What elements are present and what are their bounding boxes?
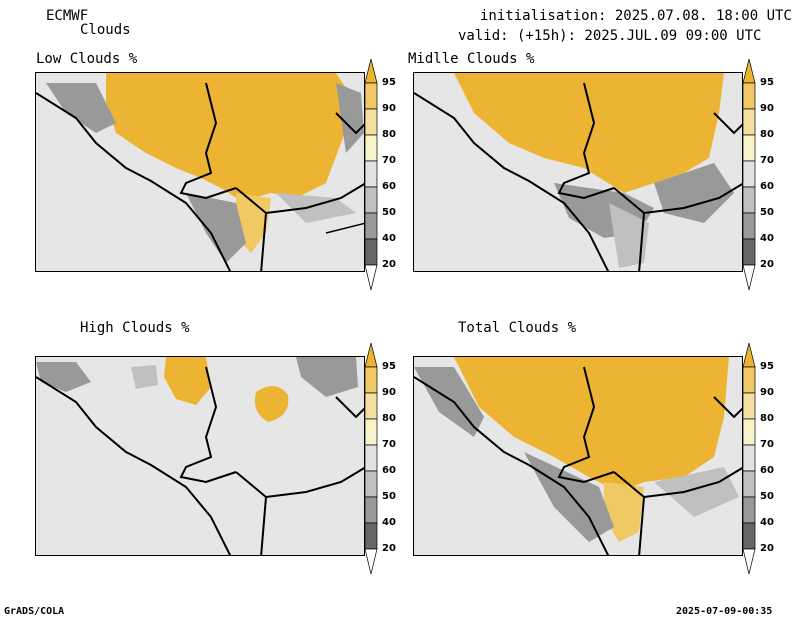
colorbar-level-label: 20 (382, 543, 396, 554)
colorbar-segment (742, 366, 756, 394)
map-high-clouds (35, 356, 365, 556)
colorbar-top-arrow (364, 58, 378, 84)
colorbar-segment (742, 160, 756, 188)
colorbar-segment (364, 470, 378, 498)
colorbar-level-label: 95 (382, 77, 396, 88)
colorbar-segment (364, 134, 378, 162)
colorbar-level-label: 95 (760, 77, 774, 88)
init-time: initialisation: 2025.07.08. 18:00 UTC (480, 8, 792, 24)
colorbar-level-label: 20 (760, 543, 774, 554)
colorbar-low: 95 90 80 70 60 50 40 20 (364, 58, 404, 290)
colorbar-level-label: 20 (382, 259, 396, 270)
colorbar-level-label: 80 (760, 129, 774, 140)
variable-name: Clouds (80, 22, 131, 38)
colorbar-top-arrow (364, 342, 378, 368)
colorbar-segment (364, 186, 378, 214)
colorbar-level-label: 40 (382, 233, 396, 244)
colorbar-level-label: 50 (382, 491, 396, 502)
colorbar-segment (364, 366, 378, 394)
colorbar-level-label: 60 (382, 181, 396, 192)
colorbar-graphic (742, 342, 756, 574)
colorbar-high: 95 90 80 70 60 50 40 20 (364, 342, 404, 574)
colorbar-level-label: 95 (760, 361, 774, 372)
colorbar-segment (364, 108, 378, 136)
colorbar-segment (364, 496, 378, 524)
colorbar-level-label: 40 (760, 517, 774, 528)
colorbar-middle: 95 90 80 70 60 50 40 20 (742, 58, 782, 290)
colorbar-segment (742, 212, 756, 240)
colorbar-segment (364, 418, 378, 446)
colorbar-graphic (742, 58, 756, 290)
colorbar-bottom-arrow (364, 548, 378, 574)
colorbar-top-arrow (742, 342, 756, 368)
colorbar-top-arrow (742, 58, 756, 84)
colorbar-level-label: 90 (382, 103, 396, 114)
colorbar-graphic (364, 58, 378, 290)
colorbar-segment (742, 470, 756, 498)
colorbar-segment (742, 186, 756, 214)
colorbar-total: 95 90 80 70 60 50 40 20 (742, 342, 782, 574)
colorbar-segment (742, 444, 756, 472)
map-total-clouds (413, 356, 743, 556)
colorbar-segment (364, 522, 378, 550)
valid-time: valid: (+15h): 2025.JUL.09 09:00 UTC (458, 28, 762, 44)
panel-title-low: Low Clouds % (36, 51, 138, 67)
colorbar-level-label: 70 (382, 155, 396, 166)
colorbar-segment (364, 238, 378, 266)
colorbar-level-label: 60 (760, 465, 774, 476)
colorbar-segment (742, 108, 756, 136)
panel-title-total: Total Clouds % (458, 320, 577, 336)
colorbar-level-label: 50 (760, 491, 774, 502)
colorbar-segment (364, 444, 378, 472)
colorbar-segment (364, 82, 378, 110)
map-middle-clouds (413, 72, 743, 272)
colorbar-segment (742, 238, 756, 266)
colorbar-segment (364, 212, 378, 240)
colorbar-level-label: 60 (382, 465, 396, 476)
panel-title-middle: Midlle Clouds % (408, 51, 535, 67)
colorbar-bottom-arrow (364, 264, 378, 290)
footer-timestamp: 2025-07-09-00:35 (676, 606, 773, 617)
colorbar-segment (742, 392, 756, 420)
colorbar-level-label: 50 (760, 207, 774, 218)
colorbar-segment (742, 418, 756, 446)
colorbar-bottom-arrow (742, 264, 756, 290)
colorbar-level-label: 70 (760, 155, 774, 166)
colorbar-graphic (364, 342, 378, 574)
model-name: ECMWF (46, 8, 89, 24)
colorbar-level-label: 40 (760, 233, 774, 244)
panel-title-high: High Clouds % (80, 320, 190, 336)
colorbar-level-label: 90 (382, 387, 396, 398)
colorbar-level-label: 60 (760, 181, 774, 192)
colorbar-level-label: 95 (382, 361, 396, 372)
colorbar-level-label: 70 (760, 439, 774, 450)
colorbar-level-label: 70 (382, 439, 396, 450)
colorbar-segment (742, 134, 756, 162)
colorbar-segment (742, 522, 756, 550)
colorbar-level-label: 80 (760, 413, 774, 424)
colorbar-segment (364, 392, 378, 420)
footer-software: GrADS/COLA (4, 606, 65, 617)
colorbar-segment (742, 82, 756, 110)
colorbar-level-label: 20 (760, 259, 774, 270)
colorbar-segment (742, 496, 756, 524)
colorbar-level-label: 40 (382, 517, 396, 528)
colorbar-segment (364, 160, 378, 188)
colorbar-level-label: 80 (382, 129, 396, 140)
colorbar-level-label: 90 (760, 103, 774, 114)
colorbar-level-label: 90 (760, 387, 774, 398)
colorbar-level-label: 50 (382, 207, 396, 218)
colorbar-bottom-arrow (742, 548, 756, 574)
map-low-clouds (35, 72, 365, 272)
colorbar-level-label: 80 (382, 413, 396, 424)
